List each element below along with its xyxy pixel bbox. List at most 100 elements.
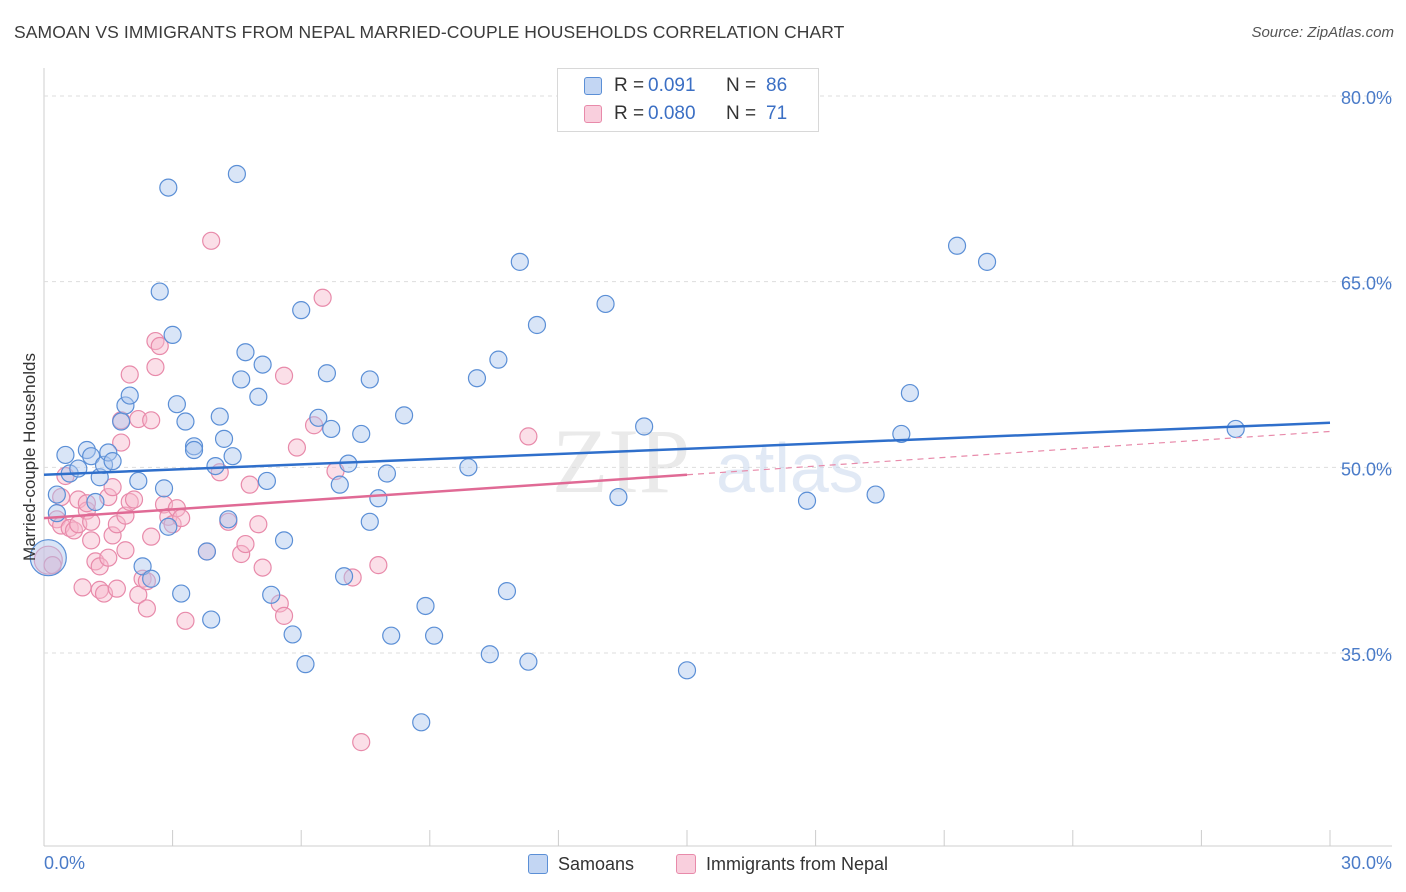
samoan-point bbox=[797, 491, 817, 510]
samoan-point bbox=[497, 582, 517, 601]
series-nepal-points bbox=[33, 231, 538, 752]
samoan-point bbox=[866, 485, 885, 504]
samoan-point bbox=[232, 370, 251, 389]
samoan-point bbox=[86, 492, 105, 512]
samoan-point bbox=[424, 626, 444, 645]
samoan-point bbox=[274, 531, 294, 550]
trend-lines bbox=[43, 421, 1331, 520]
x-tick-label-min: 0.0% bbox=[44, 853, 85, 873]
samoan-point bbox=[262, 585, 281, 604]
samoan-point bbox=[527, 315, 547, 335]
samoan-point bbox=[82, 447, 101, 466]
nepal-point bbox=[103, 526, 122, 545]
x-tick-label-max: 30.0% bbox=[1341, 853, 1392, 873]
y-tick-label: 65.0% bbox=[1341, 274, 1392, 294]
samoan-point bbox=[635, 417, 654, 436]
nepal-point bbox=[313, 288, 332, 307]
samoan-point bbox=[112, 412, 131, 431]
nepal-point bbox=[176, 611, 195, 630]
trend-line-samoans bbox=[43, 421, 1331, 477]
samoan-point bbox=[197, 542, 216, 561]
samoan-point bbox=[29, 539, 67, 577]
samoan-point bbox=[900, 383, 920, 403]
samoan-point bbox=[360, 512, 379, 531]
legend-n-value-samoans: 86 bbox=[766, 75, 788, 96]
samoan-point bbox=[596, 294, 615, 314]
nepal-point bbox=[124, 490, 144, 509]
samoan-point bbox=[133, 557, 152, 576]
samoan-point bbox=[47, 504, 66, 523]
legend-swatch-nepal bbox=[584, 105, 602, 123]
samoan-point bbox=[184, 440, 204, 460]
samoan-point bbox=[206, 456, 225, 476]
nepal-point bbox=[274, 366, 294, 385]
samoan-point bbox=[214, 429, 234, 448]
samoan-point bbox=[377, 464, 397, 483]
samoan-point bbox=[977, 252, 997, 271]
bottom-legend-swatch-nepal bbox=[676, 854, 696, 874]
samoan-point bbox=[202, 610, 221, 629]
samoan-point bbox=[317, 364, 337, 383]
samoan-point bbox=[677, 661, 697, 680]
nepal-point bbox=[253, 558, 272, 577]
y-tick-label: 50.0% bbox=[1341, 459, 1392, 479]
legend-r-label: R = bbox=[614, 75, 645, 96]
nepal-point bbox=[73, 578, 92, 597]
nepal-point bbox=[82, 531, 101, 550]
nepal-point bbox=[142, 411, 161, 430]
samoan-point bbox=[129, 471, 148, 491]
nepal-point bbox=[150, 336, 169, 356]
samoan-point bbox=[236, 343, 255, 362]
samoan-point bbox=[519, 652, 538, 671]
samoan-point bbox=[159, 178, 178, 197]
samoan-point bbox=[47, 485, 66, 504]
nepal-point bbox=[103, 478, 122, 497]
nepal-point bbox=[120, 365, 139, 384]
legend-n-label: N = bbox=[726, 103, 757, 124]
samoan-point bbox=[352, 424, 371, 444]
samoan-point bbox=[176, 412, 195, 431]
chart-title: SAMOAN VS IMMIGRANTS FROM NEPAL MARRIED-… bbox=[14, 22, 845, 42]
nepal-point bbox=[137, 599, 156, 618]
samoan-point bbox=[120, 386, 139, 405]
samoan-point bbox=[150, 282, 169, 301]
samoan-point bbox=[103, 452, 122, 471]
samoan-point bbox=[292, 301, 311, 320]
samoan-point bbox=[510, 252, 529, 271]
legend-n-label: N = bbox=[726, 75, 757, 96]
nepal-point bbox=[116, 541, 135, 560]
nepal-point bbox=[274, 606, 294, 625]
nepal-point bbox=[99, 548, 118, 567]
samoan-point bbox=[382, 626, 401, 645]
samoan-point bbox=[163, 325, 182, 344]
samoan-point bbox=[416, 596, 435, 616]
samoan-point bbox=[309, 408, 328, 427]
nepal-point bbox=[232, 544, 251, 564]
samoan-point bbox=[253, 355, 272, 374]
samoan-point bbox=[369, 489, 388, 508]
samoan-point bbox=[154, 479, 174, 498]
samoan-point bbox=[412, 713, 431, 732]
legend-swatch-samoans bbox=[584, 77, 602, 95]
watermark-zip: ZIP bbox=[552, 410, 690, 512]
nepal-point bbox=[142, 527, 161, 546]
nepal-point bbox=[202, 231, 221, 250]
y-tick-labels: 35.0% 50.0% 65.0% 80.0% bbox=[1341, 88, 1392, 665]
samoan-point bbox=[334, 567, 354, 586]
nepal-point bbox=[249, 515, 268, 534]
samoan-point bbox=[99, 443, 118, 462]
samoan-point bbox=[609, 487, 628, 507]
samoan-point bbox=[1226, 419, 1245, 439]
legend-r-value-nepal: 0.080 bbox=[648, 103, 696, 124]
series-samoans-points bbox=[29, 164, 1245, 732]
samoan-point bbox=[116, 396, 135, 415]
chart-source: Source: ZipAtlas.com bbox=[1251, 24, 1394, 41]
nepal-point bbox=[236, 534, 255, 554]
bottom-legend-samoans: Samoans bbox=[528, 852, 634, 876]
samoan-point bbox=[892, 424, 911, 444]
samoan-point bbox=[227, 164, 246, 184]
samoan-point bbox=[480, 645, 499, 664]
bottom-legend-nepal: Immigrants from Nepal bbox=[676, 852, 888, 876]
nepal-point bbox=[369, 556, 388, 575]
nepal-point bbox=[107, 579, 126, 598]
